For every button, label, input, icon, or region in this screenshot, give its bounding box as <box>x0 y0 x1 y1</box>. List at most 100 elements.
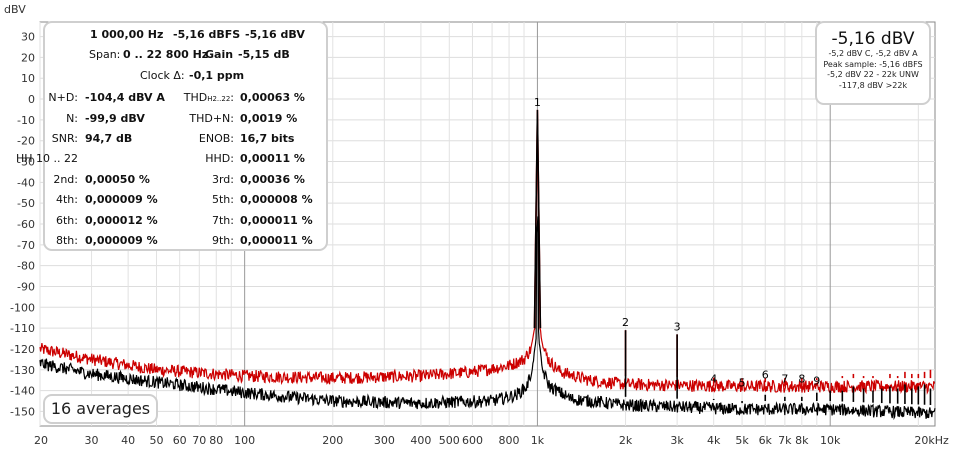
y-tick-label: -80 <box>17 260 35 273</box>
x-tick-label: 8k <box>795 434 809 447</box>
stats-row: 2nd: 0,00050 % 3rd: 0,00036 % <box>45 171 326 189</box>
stat-value: 94,7 dB <box>85 132 133 145</box>
stats-line-frequency: 1 000,00 Hz -5,16 dBFS -5,16 dBV <box>45 26 326 44</box>
stats-line-span: Span: 0 .. 22 800 Hz Gain -5,15 dB <box>45 46 326 64</box>
stat-label: HH 10 .. 22 <box>15 152 78 165</box>
y-tick-label: -20 <box>17 135 35 148</box>
series-noise-0 <box>39 162 936 395</box>
level-line: -117,8 dBV >22k <box>838 80 908 90</box>
stat-label: 3rd: <box>211 173 234 186</box>
stat-value: 0,00036 % <box>240 173 305 186</box>
stat-value: -104,4 dBV A <box>85 91 165 104</box>
x-tick-label: 2k <box>619 434 633 447</box>
averages-text: 16 averages <box>50 399 151 418</box>
stat-label: THD+N: <box>189 112 234 125</box>
y-tick-label: -120 <box>10 343 35 356</box>
y-tick-label: 10 <box>21 72 35 85</box>
stat-label: ENOB: <box>198 132 234 145</box>
stat-label: 5th: <box>212 193 234 206</box>
stat-value: 0,0019 % <box>240 112 298 125</box>
x-tick-label: 3k <box>670 434 684 447</box>
x-tick-label: 80 <box>209 434 223 447</box>
stat-value: 0,000008 % <box>240 193 313 206</box>
stat-value: 0,000009 % <box>85 234 158 247</box>
y-tick-label: -90 <box>17 280 35 293</box>
y-tick-label: -70 <box>17 239 35 252</box>
stats-row: SNR: 94,7 dB ENOB: 16,7 bits <box>45 130 326 148</box>
stats-line-clock: Clock Δ: -0,1 ppm <box>45 67 326 85</box>
y-tick-label: -50 <box>17 197 35 210</box>
harmonic-label: 1 <box>534 96 541 109</box>
stat-label: N+D: <box>48 91 78 104</box>
harmonic-label: 5 <box>739 377 746 390</box>
y-tick-label: -30 <box>17 156 35 169</box>
stat-label: 6th: <box>56 214 78 227</box>
stats-row: HH 10 .. 22 HHD: 0,00011 % <box>16 150 326 168</box>
stat-value: 0,000012 % <box>85 214 158 227</box>
y-tick-label: 20 <box>21 51 35 64</box>
stat-label: 8th: <box>56 234 78 247</box>
stat-label: SNR: <box>51 132 78 145</box>
stat-value: -99,9 dBV <box>85 112 145 125</box>
x-tick-label: 20 <box>34 434 48 447</box>
stat-label: 4th: <box>56 193 78 206</box>
x-tick-label: 500 <box>439 434 460 447</box>
y-tick-labels: 30 20 10 0 -10 -20 -30 -40 -50 -60 -70 -80 -90 -100 -1… <box>10 31 35 419</box>
stat-value: 0,000009 % <box>85 193 158 206</box>
harmonic-labels: 1 2 3 4 5 6 7 8 9 <box>534 96 820 390</box>
series-peak-1 <box>533 109 542 329</box>
harmonic-label: 7 <box>781 372 788 385</box>
x-tick-label: 70 <box>192 434 206 447</box>
harmonic-label: 3 <box>674 320 681 333</box>
series-lines <box>39 109 936 421</box>
y-tick-label: -100 <box>10 301 35 314</box>
series-noise-1 <box>39 216 936 421</box>
x-tick-label: 50 <box>150 434 164 447</box>
span-label: Span: <box>89 48 121 61</box>
level-main: -5,16 dBV <box>831 29 915 49</box>
x-tick-labels: 20 30 40 50 60 70 80 100 200 300 400 500 600 800 1k 2k 3… <box>34 434 949 447</box>
x-tick-label: 400 <box>410 434 431 447</box>
x-tick-label: 40 <box>121 434 135 447</box>
stat-label: 2nd: <box>53 173 78 186</box>
y-tick-label: 30 <box>21 31 35 44</box>
stat-frequency: 1 000,00 Hz <box>90 28 164 41</box>
x-tick-label: 60 <box>173 434 187 447</box>
stat-dbfs: -5,16 dBFS <box>173 28 241 41</box>
harmonic-label: 9 <box>813 375 820 388</box>
level-line: -5,2 dBV C, -5,2 dBV A <box>828 49 918 58</box>
y-axis-label: dBV <box>4 3 26 16</box>
gain-value: -5,15 dB <box>238 48 290 61</box>
x-tick-label: 600 <box>462 434 483 447</box>
x-tick-label: 200 <box>322 434 343 447</box>
y-tick-label: -130 <box>10 364 35 377</box>
x-tick-label: 1k <box>531 434 545 447</box>
stat-value: 0,00011 % <box>240 152 305 165</box>
averages-badge: 16 averages <box>43 394 158 424</box>
stat-value: 0,00050 % <box>85 173 150 186</box>
stat-label: 7th: <box>212 214 234 227</box>
gain-label: Gain <box>205 48 234 61</box>
y-tick-label: -140 <box>10 385 35 398</box>
stat-label: HHD: <box>205 152 234 165</box>
stats-row: 8th: 0,000009 % 9th: 0,000011 % <box>45 232 326 250</box>
x-tick-label: 30 <box>85 434 99 447</box>
harmonic-label: 6 <box>762 368 769 381</box>
y-tick-label: -40 <box>17 176 35 189</box>
y-tick-label: -10 <box>17 114 35 127</box>
y-tick-label: -60 <box>17 218 35 231</box>
clock-label: Clock Δ: <box>140 69 185 82</box>
level-panel: -5,16 dBV -5,2 dBV C, -5,2 dBV A Peak sa… <box>815 21 931 105</box>
stat-value: 16,7 bits <box>240 132 295 145</box>
stats-panel: 1 000,00 Hz -5,16 dBFS -5,16 dBV Span: 0… <box>16 21 328 251</box>
stat-dbv: -5,16 dBV <box>245 28 305 41</box>
stat-value: 0,00063 % <box>240 91 305 104</box>
stat-label: N: <box>66 112 78 125</box>
stats-row: N+D: -104,4 dBV A THDH2..22: 0,00063 % <box>45 89 326 107</box>
stats-row: 4th: 0,000009 % 5th: 0,000008 % <box>45 191 326 209</box>
x-tick-label: 6k <box>759 434 773 447</box>
y-tick-label: -110 <box>10 322 35 335</box>
span-value: 0 .. 22 800 Hz <box>123 48 209 61</box>
stat-value: 0,000011 % <box>240 214 313 227</box>
x-tick-label: 800 <box>499 434 520 447</box>
